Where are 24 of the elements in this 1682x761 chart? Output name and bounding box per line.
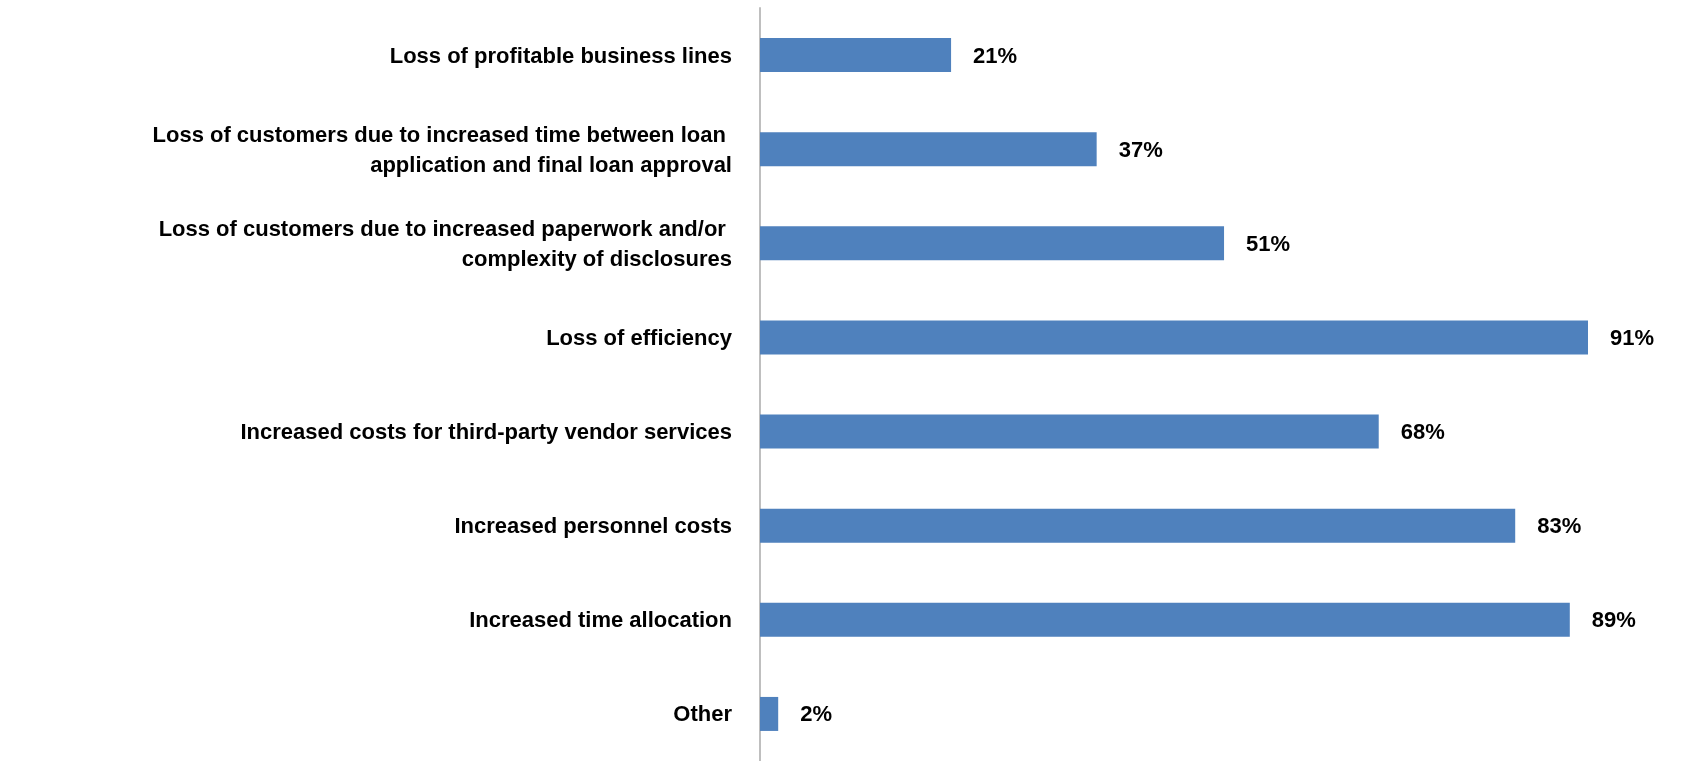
- y-tick-label: Increased personnel costs: [454, 513, 732, 539]
- y-tick-label: Loss of customers due to increased time between loan application and final loan approval: [152, 121, 732, 177]
- bar: [760, 38, 952, 73]
- bar: [760, 226, 1225, 261]
- bar: [760, 320, 1588, 355]
- data-label: 89%: [1591, 607, 1636, 633]
- bar: [760, 696, 779, 731]
- data-label: 68%: [1400, 419, 1445, 445]
- y-tick-label: Increased costs for third-party vendor services: [240, 419, 732, 445]
- bar: [760, 414, 1379, 449]
- y-tick-label: Loss of customers due to increased paperwork and/or complexity of disclosures: [158, 215, 732, 271]
- y-tick-label: Loss of efficiency: [546, 324, 733, 350]
- bar: [760, 132, 1097, 167]
- data-label: 2%: [800, 701, 832, 727]
- y-tick-label: Loss of profitable business lines: [389, 42, 732, 68]
- y-tick-label: Other: [673, 701, 733, 727]
- data-label: 37%: [1118, 136, 1163, 162]
- data-label: 91%: [1610, 324, 1655, 350]
- bar: [760, 508, 1516, 543]
- data-label: 21%: [973, 42, 1018, 68]
- bar: [760, 602, 1570, 637]
- y-tick-label: Increased time allocation: [469, 607, 732, 633]
- data-label: 51%: [1246, 230, 1291, 256]
- data-label: 83%: [1537, 513, 1582, 539]
